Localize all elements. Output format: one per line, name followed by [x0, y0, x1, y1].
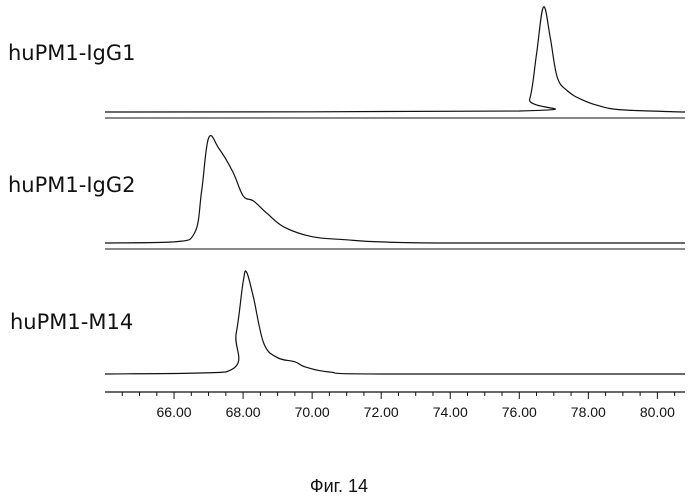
trace-hupm1-igg2	[105, 136, 685, 243]
x-tick-label: 78.00	[571, 404, 606, 420]
x-tick-label: 70.00	[295, 404, 330, 420]
series-label-hupm1-igg2: huPM1-IgG2	[8, 173, 136, 197]
series-labels: huPM1-IgG1 huPM1-IgG2 huPM1-M14	[8, 41, 136, 334]
x-tick-label: 76.00	[502, 404, 537, 420]
series-label-hupm1-m14: huPM1-M14	[10, 310, 133, 334]
x-axis: 66.00 68.00 70.00 72.00 74.00 76.00 78.00 80.00	[105, 392, 685, 420]
x-tick-label: 68.00	[226, 404, 261, 420]
x-tick-label: 72.00	[364, 404, 399, 420]
trace-hupm1-m14	[105, 271, 685, 374]
trace-hupm1-igg1	[105, 7, 685, 112]
x-tick-label: 74.00	[433, 404, 468, 420]
figure-caption: Фиг. 14	[310, 476, 368, 496]
chromatogram-traces	[105, 7, 685, 374]
x-tick-label: 66.00	[157, 404, 192, 420]
series-label-hupm1-igg1: huPM1-IgG1	[8, 41, 136, 65]
x-tick-label: 80.00	[640, 404, 675, 420]
